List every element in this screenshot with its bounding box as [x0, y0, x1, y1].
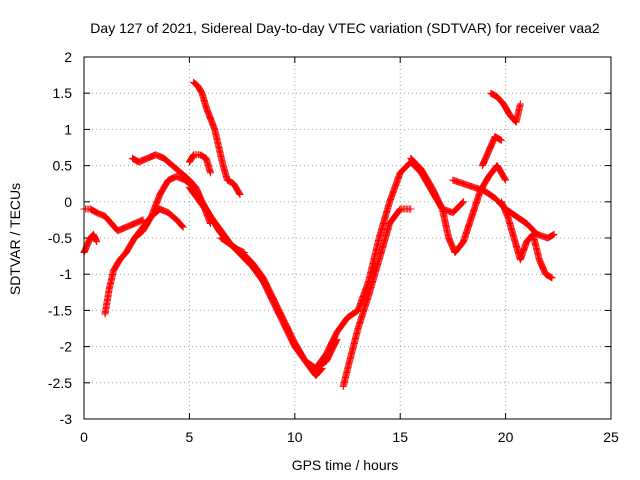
y-tick-label: 2: [64, 49, 72, 65]
x-tick-label: 10: [287, 429, 303, 445]
y-tick-label: 0.5: [53, 158, 73, 174]
data-point-marker: [548, 231, 556, 239]
data-point-marker: [548, 274, 556, 282]
y-tick-label: -3: [60, 411, 73, 427]
y-tick-label: 0: [64, 194, 72, 210]
y-axis-label: SDTVAR / TECUs: [7, 183, 23, 295]
series-trace-second-descent: [217, 234, 326, 380]
data-point-marker: [139, 216, 147, 224]
data-point-marker: [459, 198, 467, 206]
data-point-marker: [496, 135, 504, 143]
x-tick-label: 5: [186, 429, 194, 445]
data-point-marker: [407, 205, 415, 213]
y-tick-label: -2.5: [48, 375, 72, 391]
x-tick-label: 0: [80, 429, 88, 445]
data-point-marker: [501, 175, 509, 183]
series-trace-1to4h: [101, 205, 187, 318]
series-trace-early-low: [80, 205, 147, 235]
data-point-marker: [91, 208, 99, 216]
series-trace-5to7h-high: [190, 78, 244, 199]
series-trace-rise-low: [339, 205, 415, 390]
plot-frame: [83, 56, 612, 420]
data-point-marker: [496, 136, 504, 144]
data-point-marker: [318, 365, 326, 373]
data-point-marker: [459, 199, 467, 207]
series-trace-start-dip: [80, 230, 101, 256]
data-point-marker: [502, 176, 510, 184]
data-point-marker: [549, 231, 557, 239]
y-tick-label: -2: [60, 339, 73, 355]
series-trace-5to7h-mid: [185, 151, 214, 177]
data-point-marker: [178, 222, 186, 230]
series-trace-20to22h-low: [497, 198, 556, 282]
data-point-marker: [458, 199, 466, 207]
data-point-marker: [321, 352, 329, 360]
y-tick-label: -1.5: [48, 302, 72, 318]
data-point-marker: [197, 87, 205, 95]
series-trace-rise: [312, 158, 467, 372]
data-point-marker: [547, 273, 555, 281]
data-point-marker: [206, 169, 214, 177]
data-point-marker: [497, 136, 505, 144]
series-trace-19to20h: [478, 133, 505, 170]
data-point-marker: [353, 307, 361, 315]
x-tick-label: 25: [603, 429, 619, 445]
data-point-marker: [317, 366, 325, 374]
data-point-marker: [318, 364, 326, 372]
data-point-marker: [201, 154, 209, 162]
y-tick-label: -0.5: [48, 230, 72, 246]
data-points: [80, 78, 558, 390]
y-tick-label: -1: [60, 266, 73, 282]
series-trace-16to21h: [407, 154, 510, 256]
data-point-marker: [179, 223, 187, 231]
y-tick-label: 1.5: [53, 85, 73, 101]
data-point-marker: [550, 230, 558, 238]
x-tick-label: 15: [392, 429, 408, 445]
series-trace-19to21h-high: [487, 89, 524, 126]
x-tick-label: 20: [498, 429, 514, 445]
data-point-marker: [235, 190, 243, 198]
chart-title: Day 127 of 2021, Sidereal Day-to-day VTE…: [90, 20, 600, 36]
data-point-marker: [546, 273, 554, 281]
data-point-marker: [93, 238, 101, 246]
data-point-marker: [236, 191, 244, 199]
grid-lines: [84, 57, 611, 419]
data-point-marker: [516, 100, 524, 108]
data-point-marker: [258, 272, 266, 280]
y-tick-label: 1: [64, 121, 72, 137]
data-point-marker: [178, 222, 186, 230]
x-axis-label: GPS time / hours: [292, 457, 399, 473]
